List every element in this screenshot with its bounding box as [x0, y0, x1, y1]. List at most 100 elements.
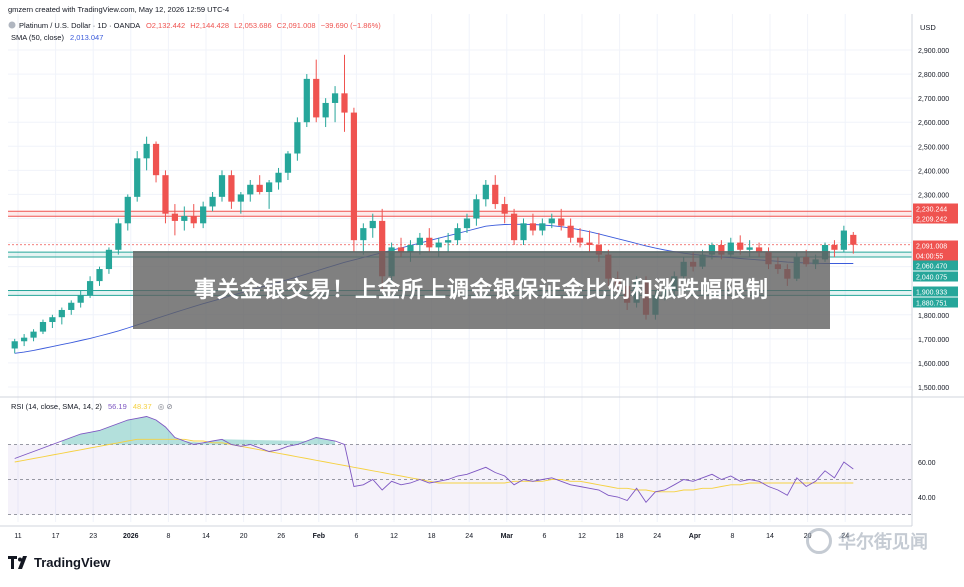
candle-body [369, 220, 376, 229]
time-tick-label: 18 [616, 533, 624, 540]
time-tick-label: 18 [428, 533, 436, 540]
price-label-text: 2,209.242 [916, 217, 947, 224]
rsi-value: 56.19 [108, 402, 127, 411]
axes: 2,900.000 2,800.000 2,700.000 2,600.000 2,50… [0, 14, 964, 540]
zone-band [8, 211, 912, 217]
candle-body [77, 295, 84, 303]
candle-body [482, 184, 489, 200]
candle-body [407, 244, 414, 253]
candle-body [548, 218, 555, 224]
time-tick-label: 24 [653, 533, 661, 540]
candle-body [831, 244, 838, 250]
time-tick-label: Feb [313, 533, 325, 540]
tradingview-brand: TradingView [34, 555, 111, 570]
price-label-box [913, 240, 958, 251]
candle-body [275, 172, 282, 183]
price-tick-label: 2,500.000 [918, 144, 949, 151]
rsi-tick-label: 60.00 [918, 460, 936, 467]
candle-body [727, 242, 734, 255]
sma-line: SMA (50, close) 2,013.047 [11, 33, 103, 42]
time-tick-label: 12 [578, 533, 586, 540]
candle-body [30, 331, 37, 338]
candle-body [501, 204, 508, 214]
price-label-box [913, 286, 958, 297]
candle-body [595, 244, 602, 255]
ohlc-close: C2,091.008 [277, 21, 316, 30]
candle-body [492, 184, 499, 205]
time-tick-label: 14 [202, 533, 210, 540]
rsi-ma-value: 48.37 [133, 402, 152, 411]
candle-body [426, 237, 433, 248]
time-tick-label: 17 [52, 533, 60, 540]
symbol-title: Platinum / U.S. Dollar · 1D · OANDA [19, 21, 140, 30]
candle-body [143, 143, 150, 159]
candle-body [567, 225, 574, 238]
candle-body [284, 153, 292, 173]
rsi-tick-label: 40.00 [918, 495, 936, 502]
candle-body [294, 122, 301, 154]
candle-body [586, 242, 593, 245]
candle-body [313, 78, 320, 118]
candle-body [171, 213, 178, 221]
candle-body [576, 237, 584, 243]
rsi-layer [8, 416, 912, 515]
candle-body [49, 317, 56, 323]
candle-body [473, 199, 480, 219]
candle-body [840, 230, 847, 250]
price-label-box [913, 297, 958, 308]
watermark-logo-icon [806, 528, 832, 554]
price-label-box [913, 203, 958, 214]
ohlc-high: H2,144.428 [190, 21, 229, 30]
candle-body [181, 216, 188, 221]
time-tick-label: 20 [240, 533, 248, 540]
price-label-text: 2,091.008 [916, 244, 947, 251]
time-tick-label: 8 [730, 533, 734, 540]
candle-body [520, 223, 527, 241]
news-banner: 事关金银交易！上金所上调金银保证金比例和涨跌幅限制 [133, 251, 830, 329]
candle-body [708, 244, 716, 255]
price-tick-label: 2,400.000 [918, 168, 949, 175]
candle-body [331, 93, 339, 103]
candle-body [11, 341, 18, 349]
candle-body [737, 242, 744, 250]
candle-body [435, 242, 442, 248]
candle-body [529, 223, 537, 231]
price-tick-label: 1,500.000 [918, 385, 949, 392]
time-tick-label: 6 [542, 533, 546, 540]
rsi-line [14, 416, 854, 504]
candle-body [68, 302, 75, 310]
candle-body [322, 102, 329, 118]
candle-body [379, 220, 386, 277]
created-by: gmzern created with TradingView.com, May… [8, 5, 229, 14]
rsi-visibility-icon: ◎ ⊘ [158, 402, 173, 411]
candle-body [755, 247, 763, 253]
price-label-box [913, 260, 958, 271]
candle-body [247, 184, 254, 195]
price-label-text: 2,040.075 [916, 275, 947, 282]
price-tick-label: 2,900.000 [918, 48, 949, 55]
candle-body [341, 93, 348, 113]
time-tick-label: 24 [465, 533, 473, 540]
candle-body [218, 175, 226, 197]
currency-label: USD [920, 23, 936, 32]
candle-body [86, 281, 94, 296]
ohlc-low: L2,053.686 [234, 21, 272, 30]
time-tick-label: 2026 [123, 533, 139, 540]
price-tick-label: 1,700.000 [918, 337, 949, 344]
candle-body [256, 184, 263, 193]
time-tick-label: 11 [14, 533, 21, 540]
time-tick-label: 8 [166, 533, 170, 540]
watermark-text: 华尔街见闻 [838, 532, 928, 553]
price-tick-label: 2,600.000 [918, 120, 949, 127]
symbol-line: Platinum / U.S. Dollar · 1D · OANDA O2,1… [19, 21, 381, 30]
price-tick-label: 2,700.000 [918, 96, 949, 103]
candle-body [39, 322, 47, 332]
rsi-overbought-fill [61, 416, 336, 445]
symbol-icon [8, 21, 16, 29]
tradingview-logo[interactable]: TradingView [8, 555, 110, 570]
candle-body [115, 223, 122, 250]
time-tick-label: 24 [841, 533, 849, 540]
candle-body [209, 196, 216, 207]
price-tick-label: 1,600.000 [918, 361, 949, 368]
